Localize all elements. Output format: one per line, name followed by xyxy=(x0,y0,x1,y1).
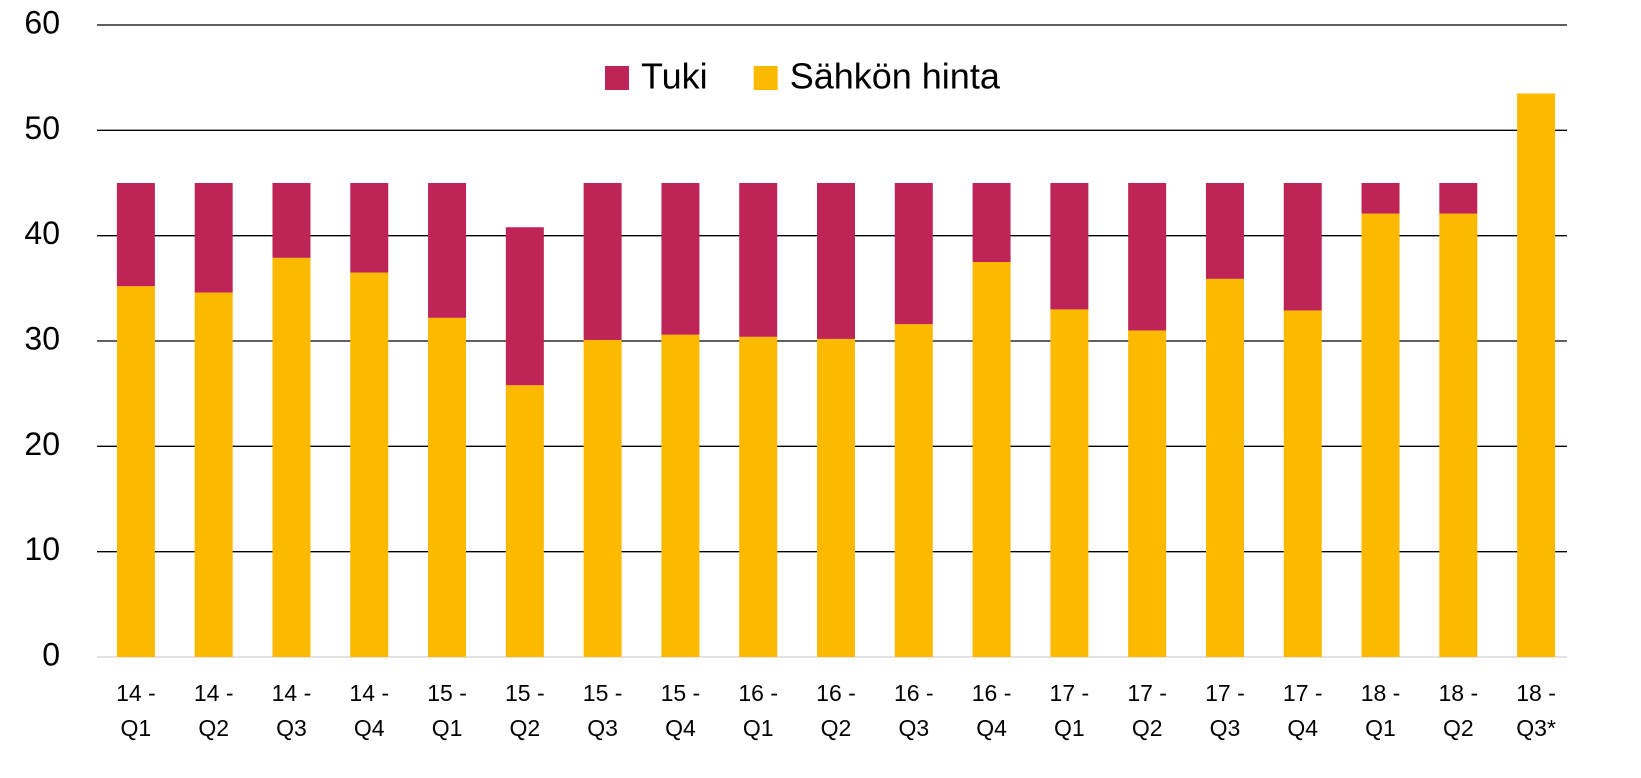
x-tick-label: 16 - Q1 xyxy=(738,680,779,741)
bar-segment xyxy=(194,183,233,293)
x-tick-label: 18 - Q2 xyxy=(1438,680,1479,741)
bar-segment xyxy=(894,324,933,657)
x-tick-label: 15 - Q4 xyxy=(660,680,701,741)
bar-segment xyxy=(194,292,233,657)
legend-label: Sähkön hinta xyxy=(790,56,1001,97)
bar-segment xyxy=(739,336,778,657)
x-tick-label: 15 - Q3 xyxy=(582,680,623,741)
y-tick-label: 30 xyxy=(24,320,60,356)
bar-segment xyxy=(817,338,855,657)
x-tick-label: 17 - Q1 xyxy=(1049,680,1090,741)
bar-segment xyxy=(350,272,389,657)
x-tick-label: 14 - Q4 xyxy=(349,680,390,741)
x-tick-label: 18 - Q3* xyxy=(1516,680,1556,741)
y-tick-label: 20 xyxy=(24,426,60,462)
x-tick-label: 14 - Q1 xyxy=(116,680,156,741)
bar-segment xyxy=(1439,213,1478,657)
x-tick-label: 17 - Q4 xyxy=(1282,680,1323,741)
bar-segment xyxy=(583,183,622,340)
bar-segment xyxy=(894,183,933,325)
bar-segment xyxy=(1128,330,1167,657)
x-tick-label: 16 - Q2 xyxy=(816,680,856,741)
bar-segment xyxy=(1205,278,1244,657)
bar-segment xyxy=(428,317,467,657)
bar-segment xyxy=(817,183,855,339)
bar-segment xyxy=(505,385,544,657)
bar-segment xyxy=(505,227,544,386)
bar-segment xyxy=(1361,183,1400,214)
bar-segment xyxy=(583,339,622,657)
y-tick-label: 50 xyxy=(24,110,60,146)
bar-segment xyxy=(1050,183,1089,310)
bar-segment xyxy=(272,257,311,657)
legend-swatch xyxy=(753,66,778,90)
bar-segment xyxy=(1439,183,1478,214)
legend-swatch xyxy=(605,66,629,90)
bar-segment xyxy=(1205,183,1244,279)
y-tick-label: 60 xyxy=(24,4,60,40)
x-tick-label: 17 - Q3 xyxy=(1205,680,1245,741)
bar-segment xyxy=(428,183,467,318)
x-tick-label: 18 - Q1 xyxy=(1360,680,1401,741)
x-tick-label: 17 - Q2 xyxy=(1127,680,1167,741)
bar-segment xyxy=(739,183,778,337)
bar-segment xyxy=(116,183,155,287)
bar-segment xyxy=(1517,93,1556,657)
bar-segment xyxy=(661,334,700,657)
x-tick-label: 14 - Q2 xyxy=(193,680,234,741)
y-tick-label: 10 xyxy=(24,531,60,567)
bar-segment xyxy=(116,286,155,657)
bar-segment xyxy=(1283,310,1322,657)
bar-segment xyxy=(350,183,389,273)
x-tick-label: 16 - Q4 xyxy=(971,680,1012,741)
y-tick-label: 40 xyxy=(24,215,60,251)
x-tick-label: 15 - Q2 xyxy=(505,680,545,741)
bar-segment xyxy=(1361,213,1400,657)
bar-segment xyxy=(272,183,311,258)
bar-segment xyxy=(1283,183,1322,311)
y-tick-label: 0 xyxy=(42,636,60,672)
x-tick-label: 16 - Q3 xyxy=(893,680,934,741)
bar-segment xyxy=(1128,183,1167,331)
bar-segment xyxy=(972,262,1011,657)
bar-segment xyxy=(1050,309,1089,657)
bar-segment xyxy=(661,183,700,335)
bar-segment xyxy=(972,183,1011,262)
legend-label: Tuki xyxy=(641,56,708,97)
x-tick-label: 14 - Q3 xyxy=(271,680,312,741)
x-tick-label: 15 - Q1 xyxy=(427,680,467,741)
